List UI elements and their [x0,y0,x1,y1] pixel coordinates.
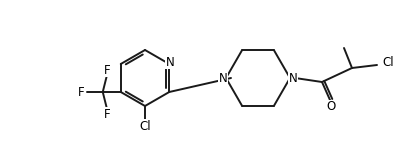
Text: N: N [166,56,175,69]
Text: F: F [103,108,110,120]
Text: O: O [326,100,336,114]
Text: Cl: Cl [139,120,151,132]
Text: F: F [78,85,84,99]
Text: N: N [289,72,297,84]
Text: N: N [219,72,227,84]
Text: F: F [103,63,110,76]
Text: Cl: Cl [382,57,394,69]
